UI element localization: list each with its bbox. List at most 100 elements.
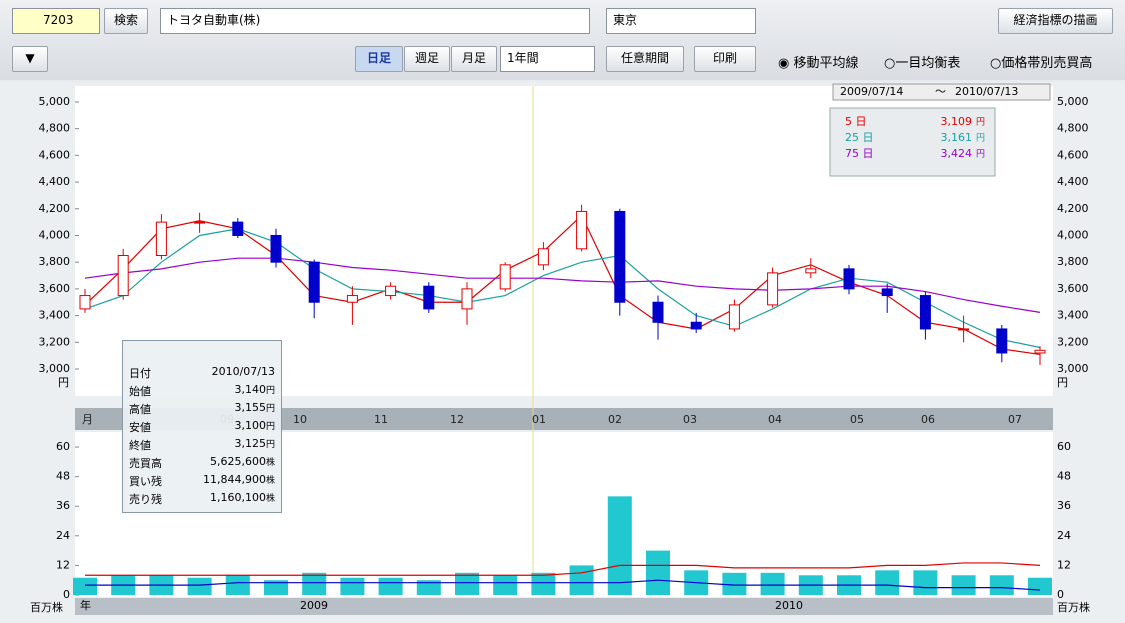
info-row: 終値 3,125 円 — [129, 437, 275, 455]
volume-unit-right: 百万株 — [1057, 600, 1090, 614]
y-tick-label: 3,200 — [39, 335, 71, 348]
y-tick-label: 24 — [56, 529, 70, 542]
candle-body — [499, 264, 511, 290]
info-unit: 円 — [265, 386, 275, 396]
y-tick-label-right: 5,000 — [1057, 95, 1089, 108]
legend-name: 25 日 — [845, 131, 874, 144]
legend-value: 3,424 — [941, 147, 973, 160]
search-button[interactable]: 検索 — [104, 8, 148, 34]
info-label: 買い残 — [129, 475, 162, 488]
volume-bar — [569, 565, 594, 595]
y-tick-label-right: 36 — [1057, 499, 1071, 512]
y-tick-label: 3,000 — [39, 362, 71, 375]
legend-value: 3,161 — [941, 131, 973, 144]
month-label: 05 — [850, 413, 864, 426]
price-unit: 円 — [58, 376, 69, 389]
candle-body — [461, 288, 473, 310]
candle-body — [996, 328, 1008, 354]
info-value: 3,140 — [234, 383, 266, 396]
y-tick-label-right: 3,600 — [1057, 282, 1089, 295]
y-tick-label: 3,400 — [39, 309, 71, 322]
y-tick-label: 3,600 — [39, 282, 71, 295]
info-value: 5,625,600 — [210, 455, 266, 468]
volume-bar — [531, 572, 556, 595]
custom-button[interactable]: 任意期間 — [606, 46, 684, 72]
code-input[interactable]: 7203 — [12, 8, 100, 34]
month-label: 01 — [532, 413, 546, 426]
volume-bar — [264, 580, 288, 595]
y-tick-label: 0 — [63, 588, 70, 601]
monthly-button[interactable]: 月足 — [451, 46, 497, 72]
y-tick-label: 5,000 — [39, 95, 71, 108]
period-select[interactable]: 1年間 — [500, 46, 595, 72]
info-label: 高値 — [129, 403, 151, 416]
y-tick-label-right: 0 — [1057, 588, 1064, 601]
y-tick-label: 3,800 — [39, 255, 71, 268]
candle-body — [385, 285, 397, 297]
y-tick-label-right: 4,400 — [1057, 175, 1089, 188]
weekly-button[interactable]: 週足 — [404, 46, 450, 72]
info-value: 3,155 — [234, 401, 266, 414]
radio-2[interactable]: ○一目均衡表 — [884, 56, 961, 71]
y-tick-label: 4,600 — [39, 148, 71, 161]
legend-unit: 円 — [976, 133, 985, 144]
info-label: 売買高 — [129, 457, 162, 470]
candle-body — [194, 221, 206, 224]
info-row: 安値 3,100 円 — [129, 419, 275, 437]
y-tick-label: 4,800 — [39, 122, 71, 135]
radio-label: 移動平均線 — [793, 56, 859, 71]
info-label: 終値 — [129, 439, 151, 452]
month-label: 02 — [608, 413, 622, 426]
candle-body — [843, 268, 855, 290]
info-value: 3,125 — [234, 437, 266, 450]
info-unit: 株 — [265, 494, 275, 504]
y-tick-label-right: 12 — [1057, 558, 1071, 571]
candle-body — [232, 221, 244, 236]
line — [85, 562, 1041, 576]
line — [85, 579, 1041, 591]
y-tick-label-right: 60 — [1057, 440, 1071, 453]
volume-bar — [989, 575, 1014, 595]
econ-button[interactable]: 経済指標の描画 — [998, 8, 1113, 34]
line — [84, 228, 1041, 349]
info-label: 売り残 — [129, 493, 162, 506]
candle-body — [728, 304, 740, 330]
candle-body — [958, 328, 970, 331]
price-unit-right: 円 — [1057, 376, 1068, 389]
range-box — [832, 83, 1051, 101]
ma-legend — [829, 107, 996, 177]
y-tick-label-right: 3,800 — [1057, 255, 1089, 268]
month-label: 07 — [1008, 413, 1022, 426]
y-tick-label: 36 — [56, 499, 70, 512]
radio-label: 一目均衡表 — [895, 56, 961, 71]
volume-bar — [340, 577, 365, 595]
info-row: 売買高 5,625,600 株 — [129, 455, 275, 473]
candle-body — [346, 295, 358, 303]
name-field[interactable]: トヨタ自動車(株) — [160, 8, 590, 34]
volume-bar — [73, 577, 97, 595]
print-button[interactable]: 印刷 — [694, 46, 756, 72]
candle-body — [767, 272, 779, 306]
month-label: 月 — [82, 413, 93, 426]
candle-body — [652, 301, 664, 323]
info-panel: 日付 2010/07/13 始値 3,140 円高値 3,155 円安値 3,100 円終値 3,… — [122, 340, 282, 513]
info-label: 日付 — [129, 367, 151, 380]
menu-toggle[interactable]: ▼ — [12, 46, 48, 72]
month-band — [75, 408, 1053, 430]
month-label: 11 — [374, 413, 388, 426]
info-value: 11,844,900 — [203, 473, 266, 486]
candle-body — [79, 295, 91, 310]
volume-bar — [455, 572, 479, 595]
radio-1[interactable]: ◉ 移動平均線 — [778, 56, 859, 71]
candle-body — [117, 255, 129, 297]
line — [84, 257, 1041, 313]
candle-body — [155, 221, 167, 257]
radio-3[interactable]: ○価格帯別売買高 — [990, 56, 1093, 71]
candle-body — [270, 234, 282, 263]
y-tick-label-right: 4,800 — [1057, 122, 1089, 135]
candle-body — [690, 321, 702, 330]
daily-button[interactable]: 日足 — [355, 46, 403, 72]
market-select[interactable]: 東京 — [606, 8, 756, 34]
month-label: 03 — [683, 413, 697, 426]
info-unit: 株 — [265, 458, 275, 468]
